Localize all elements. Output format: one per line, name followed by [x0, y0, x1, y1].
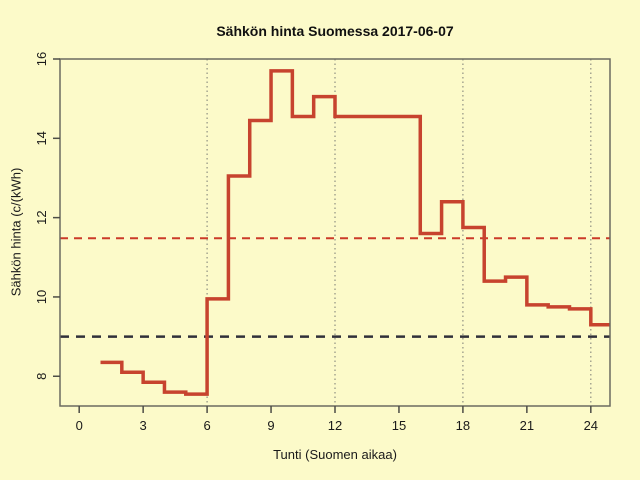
x-tick-label-0: 0 — [76, 418, 83, 433]
y-tick-label-16: 16 — [34, 52, 49, 66]
x-tick-label-3: 3 — [140, 418, 147, 433]
x-tick-label-24: 24 — [584, 418, 598, 433]
y-tick-label-10: 10 — [34, 290, 49, 304]
x-tick-label-15: 15 — [392, 418, 406, 433]
chart-title: Sähkön hinta Suomessa 2017-06-07 — [216, 23, 454, 39]
price-step-line — [100, 69, 610, 396]
y-tick-label-14: 14 — [34, 131, 49, 145]
x-tick-label-21: 21 — [520, 418, 534, 433]
y-tick-label-12: 12 — [34, 210, 49, 224]
y-tick-label-8: 8 — [34, 373, 49, 380]
x-tick-label-9: 9 — [267, 418, 274, 433]
x-tick-label-18: 18 — [456, 418, 470, 433]
x-tick-label-6: 6 — [203, 418, 210, 433]
x-tick-label-12: 12 — [328, 418, 342, 433]
x-axis-label: Tunti (Suomen aikaa) — [273, 447, 397, 462]
